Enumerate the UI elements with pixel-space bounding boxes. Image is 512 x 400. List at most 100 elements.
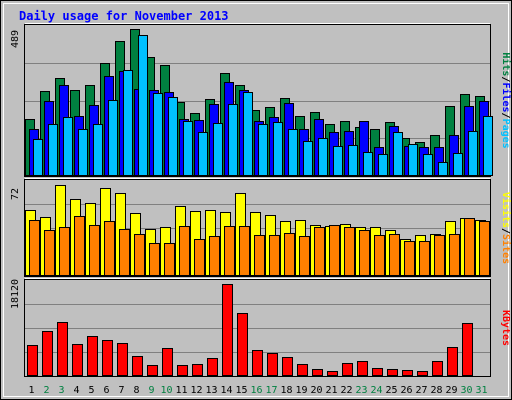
legend-entry: Pages [500,119,511,149]
x-tick-label: 1 [28,385,34,396]
x-tick-label: 20 [310,385,322,396]
x-tick-label: 19 [295,385,307,396]
bar-sites [44,230,55,276]
bar-sites [59,227,70,276]
bar-pages [243,92,253,176]
bar-sites [209,236,220,276]
bar-pages [168,97,178,176]
bar-sites [74,216,85,276]
bar-sites [239,226,250,276]
bar-sites [164,243,175,276]
x-tick-label: 22 [340,385,352,396]
x-tick-label: 12 [190,385,202,396]
bar-sites [149,243,160,276]
bar-pages [303,141,313,176]
x-tick-label: 10 [160,385,172,396]
bar-sites [29,220,40,276]
x-tick-label: 9 [148,385,154,396]
bar-pages [378,154,388,176]
x-tick-label: 14 [220,385,232,396]
bar-pages [438,162,448,176]
y-max-label: 18120 [10,279,21,309]
x-tick-label: 2 [43,385,49,396]
bar-kbytes [462,323,473,376]
x-tick-label: 3 [58,385,64,396]
bar-sites [374,235,385,276]
bar-pages [468,131,478,176]
x-tick-label: 21 [325,385,337,396]
bar-sites [434,235,445,276]
x-tick-label: 11 [175,385,187,396]
bar-kbytes [177,365,188,376]
series-pages [33,35,493,176]
bar-sites [284,233,295,276]
x-tick-label: 26 [400,385,412,396]
y-max-label: 72 [10,188,21,200]
bar-sites [89,225,100,276]
bar-pages [393,132,403,176]
bar-sites [389,234,400,276]
chart-title: Daily usage for November 2013 [19,9,229,23]
bar-kbytes [417,371,428,376]
x-tick-label: 8 [133,385,139,396]
bar-kbytes [117,343,128,376]
bar-kbytes [207,358,218,376]
x-tick-label: 27 [415,385,427,396]
bar-pages [348,145,358,176]
y-max-label: 489 [10,30,21,48]
x-tick-label: 25 [385,385,397,396]
chart-frame-inner [3,3,509,397]
x-tick-label: 23 [355,385,367,396]
bar-sites [224,226,235,276]
bar-kbytes [132,356,143,376]
bar-kbytes [387,369,398,376]
bar-pages [228,104,238,176]
series-sites [29,216,490,276]
x-tick-label: 6 [103,385,109,396]
bar-sites [314,227,325,276]
panel-legend: Hits/Files/Pages [500,52,512,148]
legend-entry: KBytes [500,310,511,346]
x-tick-label: 28 [430,385,442,396]
bar-pages [123,70,133,176]
x-tick-label: 18 [280,385,292,396]
bar-kbytes [402,370,413,376]
bar-kbytes [297,364,308,376]
bar-kbytes [42,331,53,376]
panel-visits_sites: 72 Visits/Sites [10,178,512,277]
bar-kbytes [147,365,158,376]
legend-entry: Hits [500,52,512,76]
x-tick-label: 5 [88,385,94,396]
bar-kbytes [432,361,443,376]
legend-entry: / [500,228,511,234]
bar-pages [423,154,433,176]
bar-kbytes [102,340,113,376]
bar-sites [464,218,475,276]
bar-sites [134,234,145,276]
bar-pages [453,153,463,176]
x-tick-label: 15 [235,385,247,396]
bar-kbytes [162,348,173,376]
bar-pages [198,132,208,176]
bar-kbytes [222,284,233,376]
x-tick-label: 31 [475,385,487,396]
bar-pages [108,100,118,176]
legend-entry: / [500,113,511,119]
bar-pages [153,93,163,176]
bar-sites [359,230,370,276]
x-tick-label: 17 [265,385,277,396]
series-kbytes [27,284,473,376]
bar-sites [269,235,280,276]
bar-pages [33,139,43,176]
bar-pages [183,121,193,176]
x-tick-label: 7 [118,385,124,396]
bar-pages [93,124,103,176]
legend-entry: / [500,76,511,82]
bar-sites [419,241,430,276]
bar-pages [48,124,58,176]
x-tick-label: 30 [460,385,472,396]
bar-pages [363,152,373,176]
bar-kbytes [87,336,98,376]
legend-entry: Files [500,82,512,112]
